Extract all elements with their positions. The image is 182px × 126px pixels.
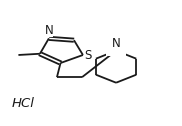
Text: HCl: HCl (11, 97, 34, 109)
Text: N: N (45, 24, 53, 37)
Text: N: N (112, 37, 120, 50)
Text: S: S (84, 49, 92, 62)
